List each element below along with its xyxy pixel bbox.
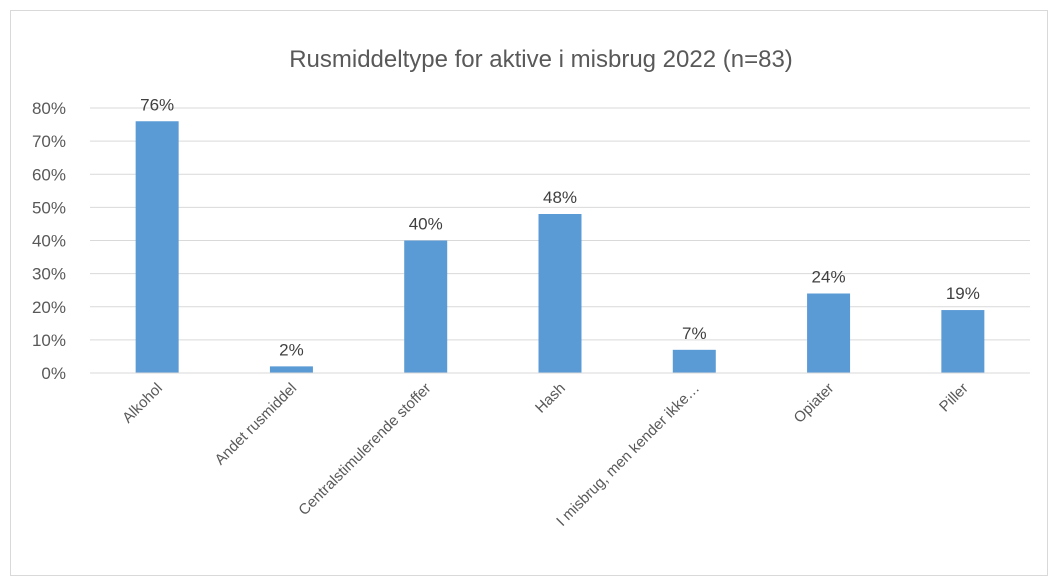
category-label: Hash xyxy=(532,380,569,417)
y-tick-label: 20% xyxy=(32,298,66,317)
data-label: 76% xyxy=(140,95,174,114)
y-axis-ticks: 0% 10% 20% 30% 40% 50% 60% 70% 80% xyxy=(32,99,66,383)
y-tick-label: 40% xyxy=(32,232,66,251)
bar xyxy=(270,366,313,373)
data-label: 7% xyxy=(682,324,707,343)
bar xyxy=(941,310,984,373)
y-tick-label: 10% xyxy=(32,331,66,350)
data-label: 48% xyxy=(543,188,577,207)
category-label: Centralstimulerende stoffer xyxy=(295,380,434,519)
data-label: 2% xyxy=(279,340,304,359)
category-label: Piller xyxy=(936,380,972,416)
data-label: 19% xyxy=(946,284,980,303)
y-tick-label: 70% xyxy=(32,132,66,151)
category-label: Opiater xyxy=(791,380,838,427)
y-tick-label: 50% xyxy=(32,198,66,217)
chart-title: Rusmiddeltype for aktive i misbrug 2022 … xyxy=(289,46,793,73)
category-label: I misbrug, men kender ikke… xyxy=(553,380,703,530)
y-tick-label: 60% xyxy=(32,165,66,184)
y-tick-label: 30% xyxy=(32,265,66,284)
bars xyxy=(136,121,985,373)
x-axis-categories: Alkohol Andet rusmiddelCentralstimulerend… xyxy=(119,380,972,530)
bar xyxy=(404,241,447,374)
data-label: 40% xyxy=(409,215,443,234)
y-tick-label: 0% xyxy=(41,364,66,383)
bar xyxy=(539,214,582,373)
bar xyxy=(136,121,179,373)
bar xyxy=(807,294,850,374)
data-label: 24% xyxy=(812,268,846,287)
category-label: Alkohol xyxy=(119,380,166,427)
bar xyxy=(673,350,716,373)
y-tick-label: 80% xyxy=(32,99,66,118)
category-label: Andet rusmiddel xyxy=(212,380,301,469)
